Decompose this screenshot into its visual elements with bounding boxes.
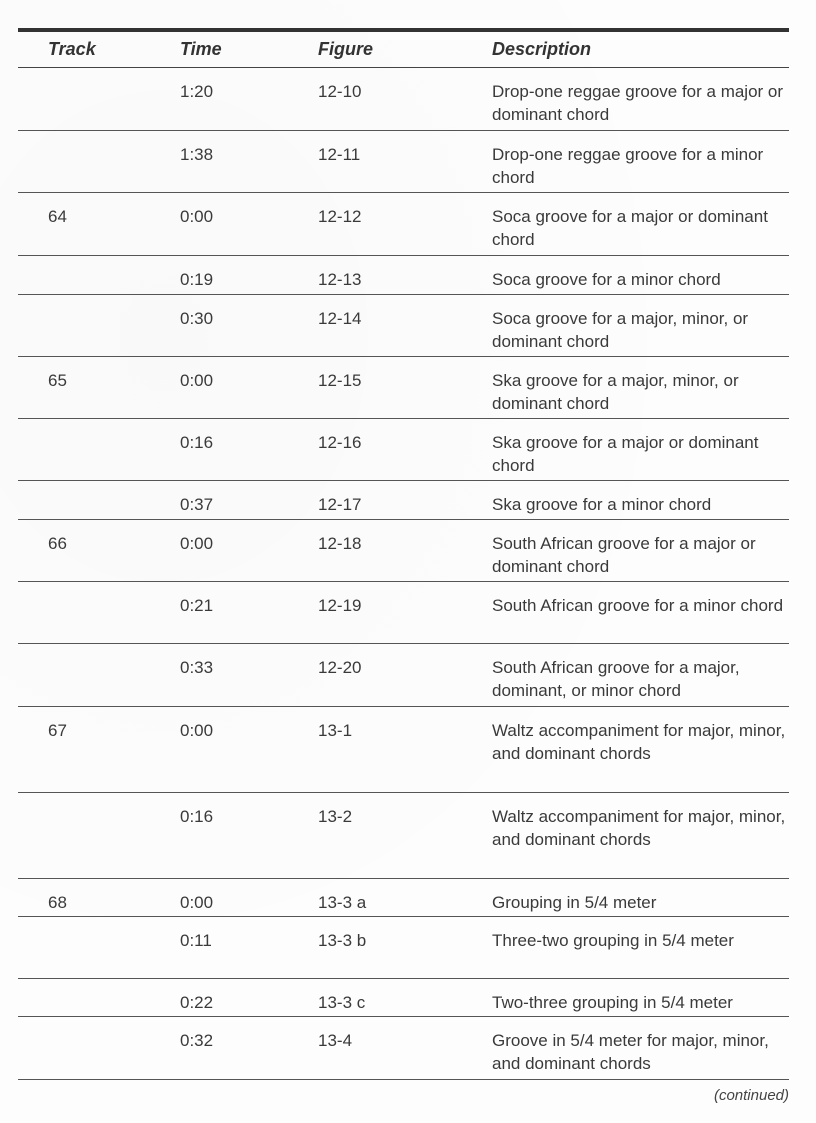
cell-time: 0:00	[180, 207, 214, 226]
cell-time: 0:32	[180, 1031, 214, 1050]
table-row: 0:30 12-14 Soca groove for a major, mino…	[18, 295, 789, 357]
cell-description: Grouping in 5/4 meter	[492, 893, 657, 912]
cell-description: Soca groove for a major or dominant chor…	[492, 207, 768, 249]
cell-time: 0:21	[180, 596, 214, 615]
continued-note: (continued)	[713, 1087, 789, 1104]
table-row: 0:37 12-17 Ska groove for a minor chord	[18, 481, 789, 520]
header-track: Track	[48, 39, 96, 59]
cell-figure: 13-3 c	[318, 993, 366, 1012]
table-row: 0:11 13-3 b Three-two grouping in 5/4 me…	[18, 917, 789, 979]
cell-description: Ska groove for a minor chord	[492, 495, 712, 514]
track-listing-table: Track Time Figure Description 1:20 12-10…	[18, 28, 789, 1080]
table-row: 0:16 12-16 Ska groove for a major or dom…	[18, 419, 789, 481]
cell-track	[18, 431, 180, 480]
table-row: 0:22 13-3 c Two-three grouping in 5/4 me…	[18, 979, 789, 1017]
header-time: Time	[180, 39, 222, 59]
cell-time: 0:33	[180, 658, 214, 677]
cell-time: 0:00	[180, 893, 214, 912]
cell-track	[18, 656, 180, 706]
cell-figure: 12-16	[318, 433, 362, 452]
cell-time: 0:16	[180, 433, 214, 452]
cell-description: Ska groove for a major or dominant chord	[492, 433, 759, 475]
cell-figure: 12-15	[318, 371, 362, 390]
cell-description: Waltz accompaniment for major, minor, an…	[492, 721, 786, 763]
cell-time: 0:30	[180, 309, 214, 328]
cell-track: 66	[48, 534, 67, 553]
cell-track	[18, 805, 180, 878]
cell-track	[18, 493, 180, 519]
table-row: 66 0:00 12-18 South African groove for a…	[18, 520, 789, 582]
table-row: 68 0:00 13-3 a Grouping in 5/4 meter	[18, 879, 789, 917]
cell-track: 64	[48, 207, 67, 226]
cell-figure: 13-3 b	[318, 931, 367, 950]
cell-figure: 13-4	[318, 1031, 353, 1050]
cell-time: 0:16	[180, 807, 214, 826]
header-description: Description	[492, 39, 592, 59]
table-top-rule	[18, 28, 789, 32]
cell-description: South African groove for a minor chord	[492, 596, 784, 615]
cell-time: 0:11	[180, 931, 212, 950]
cell-figure: 12-13	[318, 270, 362, 289]
cell-time: 0:19	[180, 270, 214, 289]
table-row: 0:21 12-19 South African groove for a mi…	[18, 582, 789, 644]
cell-time: 0:22	[180, 993, 214, 1012]
cell-time: 0:00	[180, 534, 214, 553]
cell-track	[18, 80, 180, 130]
table-row: 0:19 12-13 Soca groove for a minor chord	[18, 256, 789, 295]
cell-time: 1:20	[180, 82, 214, 101]
cell-track	[18, 268, 180, 294]
cell-track	[18, 143, 180, 192]
cell-figure: 12-17	[318, 495, 362, 514]
table-row: 1:38 12-11 Drop-one reggae groove for a …	[18, 131, 789, 193]
cell-description: Three-two grouping in 5/4 meter	[492, 931, 734, 950]
cell-description: South African groove for a major, domina…	[492, 658, 740, 700]
cell-figure: 12-10	[318, 82, 362, 101]
cell-figure: 12-14	[318, 309, 362, 328]
cell-description: Two-three grouping in 5/4 meter	[492, 993, 733, 1012]
cell-track: 67	[48, 721, 67, 740]
cell-description: Soca groove for a minor chord	[492, 270, 721, 289]
cell-figure: 12-19	[318, 596, 362, 615]
cell-figure: 13-2	[318, 807, 353, 826]
cell-description: Ska groove for a major, minor, or domina…	[492, 371, 739, 413]
cell-time: 1:38	[180, 145, 214, 164]
cell-description: Drop-one reggae groove for a major or do…	[492, 82, 784, 124]
cell-description: Drop-one reggae groove for a minor chord	[492, 145, 764, 187]
cell-time: 0:00	[180, 371, 214, 390]
cell-track	[18, 991, 180, 1016]
table-header-row: Track Time Figure Description	[18, 32, 789, 68]
cell-figure: 12-20	[318, 658, 362, 677]
cell-figure: 13-3 a	[318, 893, 367, 912]
cell-description: Soca groove for a major, minor, or domin…	[492, 309, 749, 351]
cell-time: 0:00	[180, 721, 214, 740]
table-row: 67 0:00 13-1 Waltz accompaniment for maj…	[18, 707, 789, 793]
cell-description: Groove in 5/4 meter for major, minor, an…	[492, 1031, 769, 1073]
table-row: 0:33 12-20 South African groove for a ma…	[18, 644, 789, 707]
table-row: 0:16 13-2 Waltz accompaniment for major,…	[18, 793, 789, 879]
cell-figure: 12-18	[318, 534, 362, 553]
cell-track	[18, 929, 180, 978]
cell-figure: 13-1	[318, 721, 353, 740]
cell-description: Waltz accompaniment for major, minor, an…	[492, 807, 786, 849]
cell-track: 68	[48, 893, 67, 912]
table-row: 64 0:00 12-12 Soca groove for a major or…	[18, 193, 789, 256]
table-row: 65 0:00 12-15 Ska groove for a major, mi…	[18, 357, 789, 419]
header-figure: Figure	[318, 39, 374, 59]
cell-track	[18, 594, 180, 643]
cell-description: South African groove for a major or domi…	[492, 534, 756, 576]
cell-figure: 12-11	[318, 145, 361, 164]
cell-track: 65	[48, 371, 67, 390]
cell-track	[18, 307, 180, 356]
table-row: 0:32 13-4 Groove in 5/4 meter for major,…	[18, 1017, 789, 1080]
cell-figure: 12-12	[318, 207, 362, 226]
table-row: 1:20 12-10 Drop-one reggae groove for a …	[18, 68, 789, 131]
cell-time: 0:37	[180, 495, 214, 514]
cell-track	[18, 1029, 180, 1079]
